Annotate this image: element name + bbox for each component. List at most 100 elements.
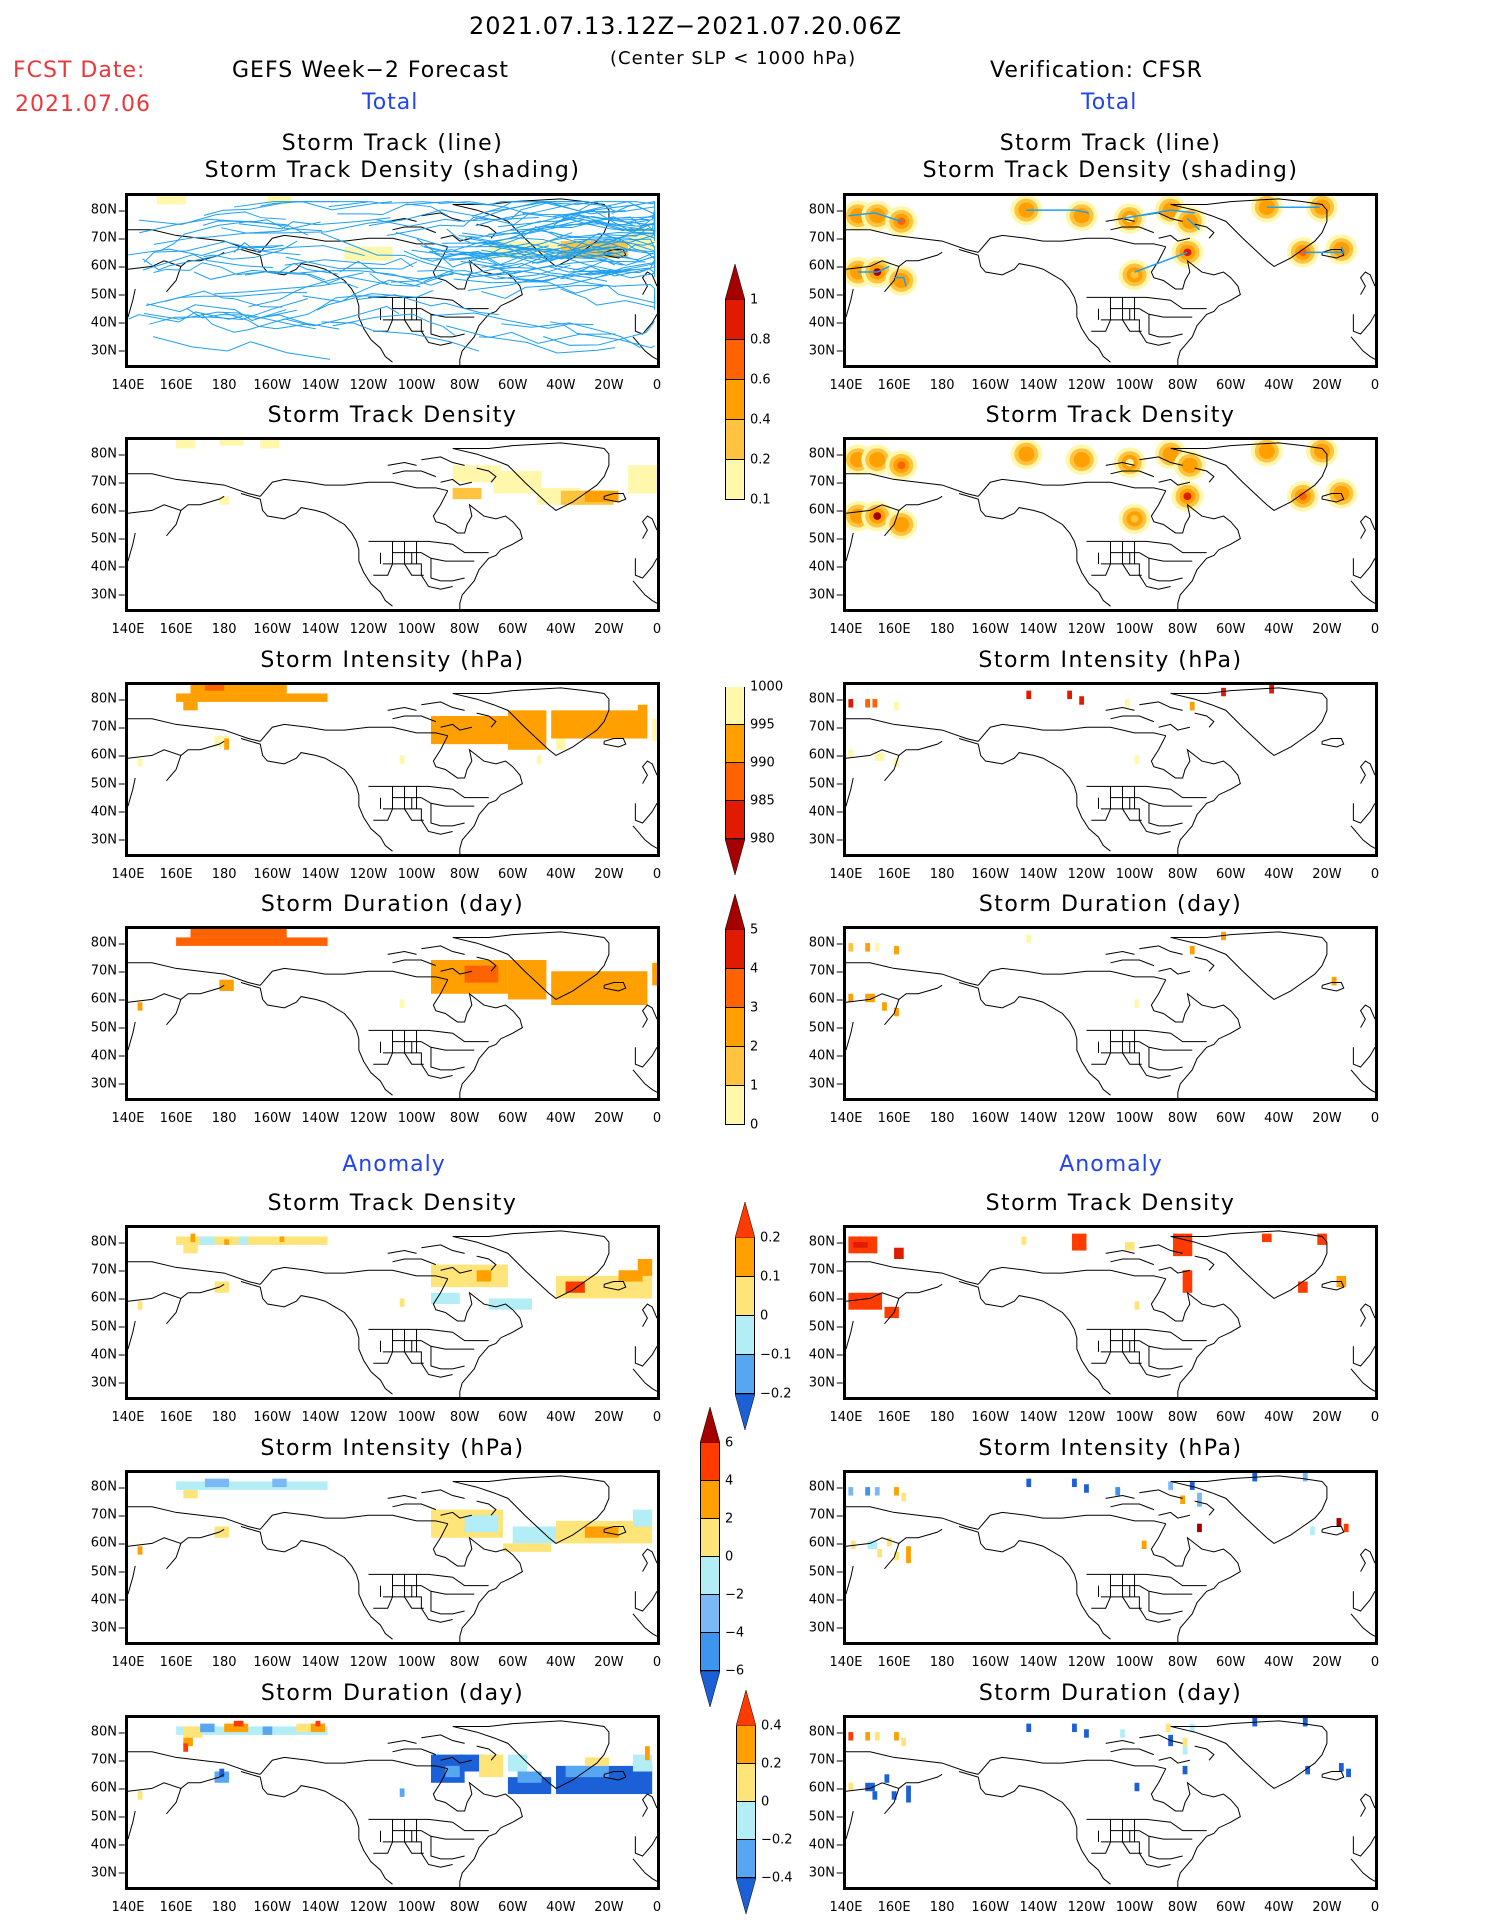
coastline [421, 1585, 475, 1595]
coastline [884, 1788, 900, 1815]
x-tick-label: 160W [253, 622, 292, 637]
panel-title: Storm Duration (day) [978, 892, 1243, 917]
y-tick-label: 40N [91, 1347, 126, 1362]
x-tick-label: 180 [211, 1111, 237, 1126]
shaded-cell [1173, 1233, 1193, 1257]
coastline [1086, 1328, 1207, 1342]
x-tick-label: 140W [1019, 1111, 1058, 1126]
storm-track [142, 254, 273, 271]
coastline [240, 1771, 393, 1885]
coastline [1148, 1836, 1183, 1860]
valid-period: 2021.07.13.12Z−2021.07.20.06Z [469, 12, 903, 40]
colorbar-segment [725, 460, 745, 500]
coastline [368, 1328, 489, 1342]
storm-track [139, 218, 309, 236]
x-tick-label: 80W [1167, 1410, 1198, 1425]
storm-track [234, 201, 368, 208]
shaded-cell [517, 1771, 542, 1783]
panel-title: Storm Intensity (hPa) [260, 648, 525, 673]
x-tick-label: 140E [829, 1655, 863, 1670]
colorbar-label: 2 [750, 1039, 759, 1055]
coastline [1194, 956, 1215, 972]
storm-track [614, 283, 656, 309]
shaded-cell [137, 1002, 143, 1011]
x-tick-label: 0 [652, 1655, 662, 1670]
coastline [1139, 1340, 1193, 1350]
coastline [1321, 1526, 1345, 1536]
coastline [1110, 470, 1154, 478]
y-tick-label: 70N [91, 475, 126, 490]
density-blob [861, 200, 894, 231]
y-tick-label: 30N [91, 587, 126, 602]
colorbar-label: 0.4 [750, 412, 771, 428]
shaded-cell [848, 943, 854, 952]
shaded-cell [1026, 690, 1032, 700]
shaded-cell [632, 1509, 653, 1527]
coastline [1105, 707, 1135, 711]
shaded-cell [219, 440, 244, 446]
y-tick-label: 40N [91, 1837, 126, 1852]
x-tick-label: 160W [971, 378, 1010, 393]
y-tick-label: 30N [91, 832, 126, 847]
coastline [977, 723, 1166, 742]
y-tick-label: 60N [809, 1536, 844, 1551]
x-tick-label: 0 [1370, 1900, 1380, 1915]
colorbar-segment [736, 1840, 756, 1878]
coastline [259, 967, 448, 986]
x-tick-label: 120W [349, 622, 388, 637]
y-tick-label: 80N [91, 1235, 126, 1250]
coastline [1359, 515, 1375, 539]
coastline [452, 687, 610, 757]
colorbar-bottom-arrow [725, 839, 745, 875]
y-tick-label: 60N [809, 1781, 844, 1796]
shaded-cell [137, 758, 143, 767]
x-tick-label: 160E [159, 1655, 193, 1670]
colorbar-label: 0.2 [761, 1756, 782, 1772]
shaded-cell [1221, 931, 1226, 941]
y-tick-label: 80N [91, 692, 126, 707]
panel-title: Storm Track Density [985, 403, 1236, 428]
storm-track [431, 312, 594, 329]
y-tick-label: 40N [91, 1048, 126, 1063]
shaded-cell [1067, 690, 1073, 700]
colorbar-segment [725, 687, 745, 725]
coastline [603, 738, 627, 748]
shaded-cell [584, 1526, 619, 1538]
shaded-cell [1120, 1729, 1125, 1738]
storm-track [484, 201, 618, 213]
storm-track [446, 325, 616, 354]
x-tick-label: 140W [1019, 378, 1058, 393]
colorbar-label: 1000 [750, 679, 784, 695]
coastline [421, 1489, 465, 1499]
coastline [634, 558, 657, 579]
x-tick-label: 20W [594, 1655, 624, 1670]
storm-track [339, 260, 454, 280]
shaded-cell [1189, 945, 1195, 955]
coastline [1110, 1258, 1154, 1266]
shaded-cell [204, 1478, 229, 1488]
coastline [846, 1021, 854, 1051]
density-blob [861, 444, 894, 475]
storm-track [203, 240, 298, 260]
coastline [1158, 967, 1190, 975]
storm-track [284, 257, 414, 268]
map-panel-fcst-density-anom [125, 1225, 660, 1400]
x-tick-label: 140E [111, 1111, 145, 1126]
x-tick-label: 160W [253, 1410, 292, 1425]
coastline [259, 1756, 448, 1775]
shaded-cell [652, 962, 657, 986]
storm-track [534, 225, 655, 253]
shaded-cell [865, 1782, 875, 1792]
coastline [884, 1298, 900, 1325]
x-tick-label: 20W [1312, 1900, 1342, 1915]
x-tick-label: 20W [1312, 1111, 1342, 1126]
shaded-cell [1338, 1763, 1344, 1772]
coastline [1170, 687, 1328, 757]
storm-track [145, 292, 308, 307]
coastline [240, 1526, 393, 1640]
colorbar-label: −0.4 [761, 1870, 793, 1886]
storm-track [285, 256, 418, 270]
coastline [368, 540, 489, 554]
shaded-cell [874, 752, 885, 762]
coastline [632, 1069, 657, 1093]
